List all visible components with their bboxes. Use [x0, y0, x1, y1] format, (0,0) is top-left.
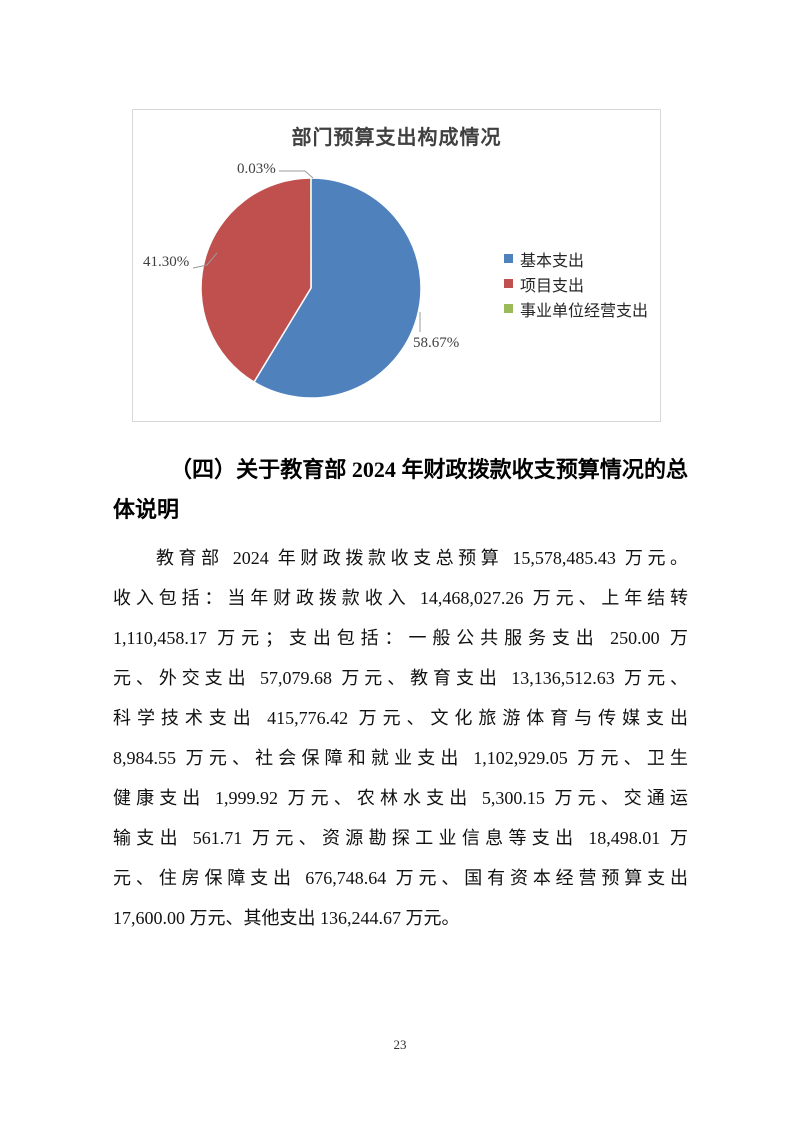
paragraph-line: 元、外交支出 57,079.68 万元、教育支出 13,136,512.63 万…: [113, 668, 688, 688]
pie-chart: [192, 170, 422, 399]
paragraph-line: 8,984.55 万元、社会保障和就业支出 1,102,929.05 万元、卫生: [113, 748, 688, 768]
chart-legend: 基本支出 项目支出 事业单位经营支出: [504, 246, 648, 321]
legend-label-business: 事业单位经营支出: [520, 302, 649, 320]
page-number: 23: [393, 1037, 407, 1052]
paragraph-line: 科学技术支出 415,776.42 万元、文化旅游体育与传媒支出: [113, 708, 688, 728]
paragraph-line: 健康支出 1,999.92 万元、农林水支出 5,300.15 万元、交通运: [113, 788, 688, 808]
paragraph-line: 输支出 561.71 万元、资源勘探工业信息等支出 18,498.01 万: [113, 828, 688, 848]
legend-item-project: 项目支出: [504, 271, 648, 296]
pie-slice-project: [200, 177, 312, 383]
pie-slice-basic: [253, 177, 422, 399]
leader-line-project: [192, 252, 218, 269]
body-paragraph: 教育部 2024 年财政拨款收支总预算 15,578,485.43 万元。 收入…: [113, 538, 688, 938]
paragraph-line: 教育部 2024 年财政拨款收支总预算 15,578,485.43 万元。: [156, 548, 688, 568]
legend-swatch-business: [504, 304, 513, 313]
data-label-business-percent: 0.03%: [237, 161, 276, 177]
legend-swatch-project: [504, 279, 513, 288]
paragraph-line: 收入包括：当年财政拨款收入 14,468,027.26 万元、上年结转: [113, 588, 688, 608]
legend-item-basic: 基本支出: [504, 246, 648, 271]
pie-chart-frame: 部门预算支出构成情况 0.03% 41.30% 58.67% 基本支出: [132, 109, 661, 422]
heading-line: （四）关于教育部 2024 年财政拨款收支预算情况的总: [170, 457, 688, 482]
heading-line: 体说明: [113, 497, 180, 522]
section-heading: （四）关于教育部 2024 年财政拨款收支预算情况的总 体说明: [113, 450, 688, 530]
data-label-project-percent: 41.30%: [143, 254, 190, 270]
legend-label-project: 项目支出: [520, 277, 585, 295]
paragraph-line: 1,110,458.17 万元；支出包括：一般公共服务支出 250.00 万: [113, 628, 688, 648]
legend-label-basic: 基本支出: [520, 252, 585, 270]
legend-swatch-basic: [504, 254, 513, 263]
legend-item-business: 事业单位经营支出: [504, 296, 648, 321]
paragraph-line: 17,600.00 万元、其他支出 136,244.67 万元。: [113, 908, 460, 928]
chart-title: 部门预算支出构成情况: [291, 127, 502, 149]
paragraph-line: 元、住房保障支出 676,748.64 万元、国有资本经营预算支出: [113, 868, 688, 888]
leader-line-business: [279, 170, 314, 179]
data-label-basic-percent: 58.67%: [413, 335, 460, 351]
